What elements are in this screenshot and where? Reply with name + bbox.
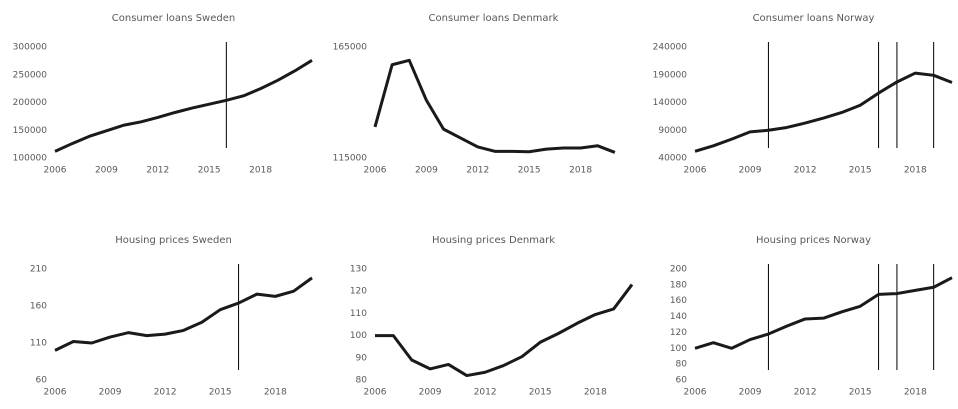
x-tick-label: 2012 — [794, 388, 817, 398]
x-tick-label: 2012 — [474, 388, 497, 398]
x-tick-label: 2015 — [849, 166, 872, 176]
y-tick-label: 180 — [670, 280, 687, 290]
series-line — [694, 276, 953, 350]
y-tick-label: 90 — [356, 353, 368, 363]
y-tick-label: 190000 — [653, 70, 688, 80]
chart-title: Housing prices Sweden — [115, 235, 232, 246]
x-tick-label: 2018 — [904, 166, 927, 176]
y-tick-label: 110 — [30, 339, 47, 349]
y-tick-label: 165000 — [333, 43, 368, 53]
x-tick-label: 2018 — [569, 166, 592, 176]
series-line — [694, 71, 953, 153]
y-tick-label: 60 — [36, 376, 48, 386]
series-line — [54, 276, 313, 352]
x-tick-label: 2012 — [794, 166, 817, 176]
x-tick-label: 2012 — [466, 166, 489, 176]
x-tick-label: 2006 — [364, 388, 387, 398]
y-tick-label: 90000 — [658, 126, 687, 136]
series-line — [54, 59, 313, 153]
x-tick-label: 2018 — [904, 388, 927, 398]
y-tick-label: 115000 — [333, 154, 368, 164]
x-tick-label: 2018 — [264, 388, 287, 398]
y-tick-label: 100 — [670, 344, 687, 354]
y-tick-label: 240000 — [653, 43, 688, 53]
x-tick-label: 2006 — [364, 166, 387, 176]
y-tick-label: 140000 — [653, 98, 688, 108]
y-tick-label: 210 — [30, 265, 47, 275]
x-tick-label: 2006 — [44, 388, 67, 398]
x-tick-label: 2009 — [419, 388, 442, 398]
y-tick-label: 150000 — [13, 126, 48, 136]
y-tick-label: 120 — [670, 328, 687, 338]
y-tick-label: 140 — [670, 312, 687, 322]
chart-title: Housing prices Denmark — [432, 235, 555, 246]
x-tick-label: 2015 — [529, 388, 552, 398]
x-tick-label: 2018 — [249, 166, 272, 176]
x-tick-label: 2009 — [739, 388, 762, 398]
x-tick-label: 2015 — [849, 388, 872, 398]
y-tick-label: 100000 — [13, 154, 48, 164]
x-tick-label: 2006 — [44, 166, 67, 176]
x-tick-label: 2012 — [154, 388, 177, 398]
series-line — [375, 283, 634, 378]
x-tick-label: 2015 — [209, 388, 232, 398]
x-tick-label: 2009 — [95, 166, 118, 176]
x-tick-label: 2009 — [739, 166, 762, 176]
y-tick-label: 160 — [30, 302, 47, 312]
y-tick-label: 300000 — [13, 43, 48, 53]
x-tick-label: 2012 — [146, 166, 169, 176]
x-tick-label: 2015 — [198, 166, 221, 176]
x-tick-label: 2009 — [415, 166, 438, 176]
y-tick-label: 60 — [676, 376, 688, 386]
y-tick-label: 160 — [670, 296, 687, 306]
y-tick-label: 80 — [356, 376, 368, 386]
y-tick-label: 40000 — [658, 154, 687, 164]
y-tick-label: 110 — [350, 309, 367, 319]
chart-title: Consumer loans Denmark — [429, 13, 559, 24]
y-tick-label: 200000 — [13, 98, 48, 108]
x-tick-label: 2015 — [518, 166, 541, 176]
series-line — [373, 58, 616, 154]
chart-title: Consumer loans Sweden — [112, 13, 235, 24]
y-tick-label: 130 — [350, 265, 367, 275]
y-tick-label: 200 — [670, 265, 687, 275]
x-tick-label: 2006 — [684, 388, 707, 398]
chart-title: Housing prices Norway — [756, 235, 871, 246]
chart-title: Consumer loans Norway — [753, 13, 875, 24]
y-tick-label: 120 — [350, 287, 367, 297]
x-tick-label: 2009 — [99, 388, 122, 398]
y-tick-label: 80 — [676, 360, 688, 370]
x-tick-label: 2006 — [684, 166, 707, 176]
y-tick-label: 100 — [350, 331, 367, 341]
y-tick-label: 250000 — [13, 70, 48, 80]
x-tick-label: 2018 — [584, 388, 607, 398]
